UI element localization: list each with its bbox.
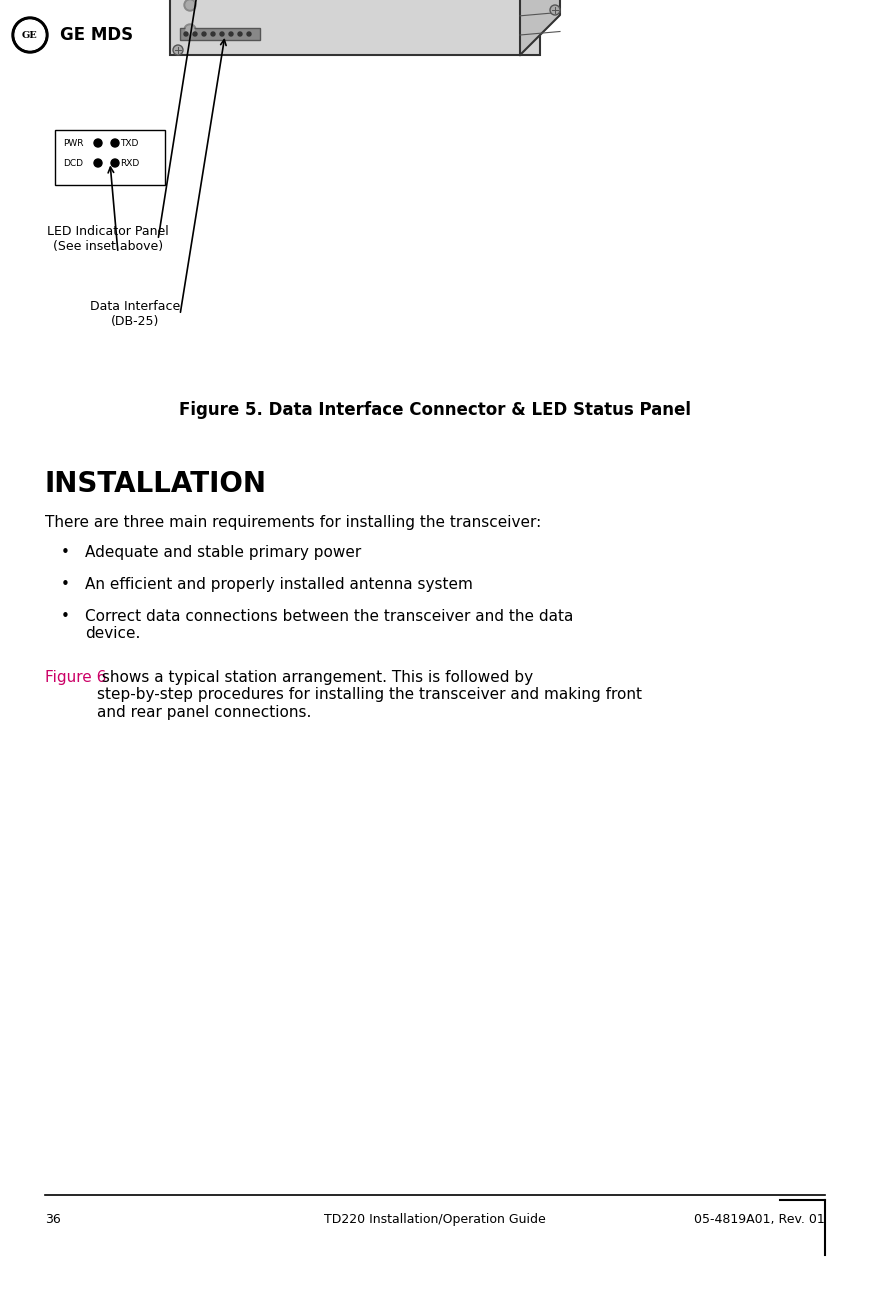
Text: Adequate and stable primary power: Adequate and stable primary power: [85, 545, 361, 560]
Circle shape: [186, 26, 194, 34]
Text: TXD: TXD: [120, 139, 138, 147]
Circle shape: [193, 32, 196, 36]
Text: Correct data connections between the transceiver and the data
device.: Correct data connections between the tra…: [85, 608, 573, 641]
Text: Data Interface
(DB-25): Data Interface (DB-25): [90, 300, 180, 328]
Polygon shape: [520, 0, 560, 55]
Circle shape: [183, 32, 188, 36]
FancyBboxPatch shape: [169, 0, 540, 55]
Circle shape: [229, 32, 233, 36]
FancyBboxPatch shape: [180, 29, 260, 40]
Text: Figure 5. Data Interface Connector & LED Status Panel: Figure 5. Data Interface Connector & LED…: [179, 400, 690, 419]
Circle shape: [183, 23, 196, 36]
Text: LED Indicator Panel
(See inset above): LED Indicator Panel (See inset above): [47, 225, 169, 254]
FancyArrowPatch shape: [108, 168, 117, 250]
Text: 05-4819A01, Rev. 01: 05-4819A01, Rev. 01: [693, 1213, 824, 1226]
Circle shape: [186, 1, 194, 9]
FancyArrowPatch shape: [158, 0, 201, 238]
Circle shape: [15, 20, 45, 49]
Text: •: •: [61, 608, 70, 624]
Text: •: •: [61, 577, 70, 592]
Circle shape: [549, 5, 560, 16]
Text: RXD: RXD: [120, 159, 139, 168]
FancyArrowPatch shape: [180, 39, 226, 312]
Circle shape: [94, 139, 102, 147]
Circle shape: [202, 32, 206, 36]
Text: An efficient and properly installed antenna system: An efficient and properly installed ante…: [85, 577, 473, 592]
Text: GE MDS: GE MDS: [60, 26, 133, 44]
Circle shape: [94, 159, 102, 166]
Text: GE: GE: [22, 30, 38, 39]
Circle shape: [183, 0, 196, 10]
Circle shape: [12, 17, 48, 53]
Circle shape: [173, 46, 182, 55]
Text: Figure 6: Figure 6: [45, 670, 106, 685]
Text: TD220 Installation/Operation Guide: TD220 Installation/Operation Guide: [324, 1213, 545, 1226]
Circle shape: [211, 32, 215, 36]
Circle shape: [238, 32, 242, 36]
Text: PWR: PWR: [63, 139, 83, 147]
Text: INSTALLATION: INSTALLATION: [45, 471, 267, 498]
Circle shape: [111, 139, 119, 147]
Text: There are three main requirements for installing the transceiver:: There are three main requirements for in…: [45, 515, 541, 530]
Text: •: •: [61, 545, 70, 560]
Text: DCD: DCD: [63, 159, 83, 168]
FancyBboxPatch shape: [55, 130, 165, 185]
Circle shape: [111, 159, 119, 166]
Text: 36: 36: [45, 1213, 61, 1226]
Circle shape: [247, 32, 251, 36]
Text: shows a typical station arrangement. This is followed by
step-by-step procedures: shows a typical station arrangement. Thi…: [96, 670, 641, 720]
Circle shape: [220, 32, 223, 36]
